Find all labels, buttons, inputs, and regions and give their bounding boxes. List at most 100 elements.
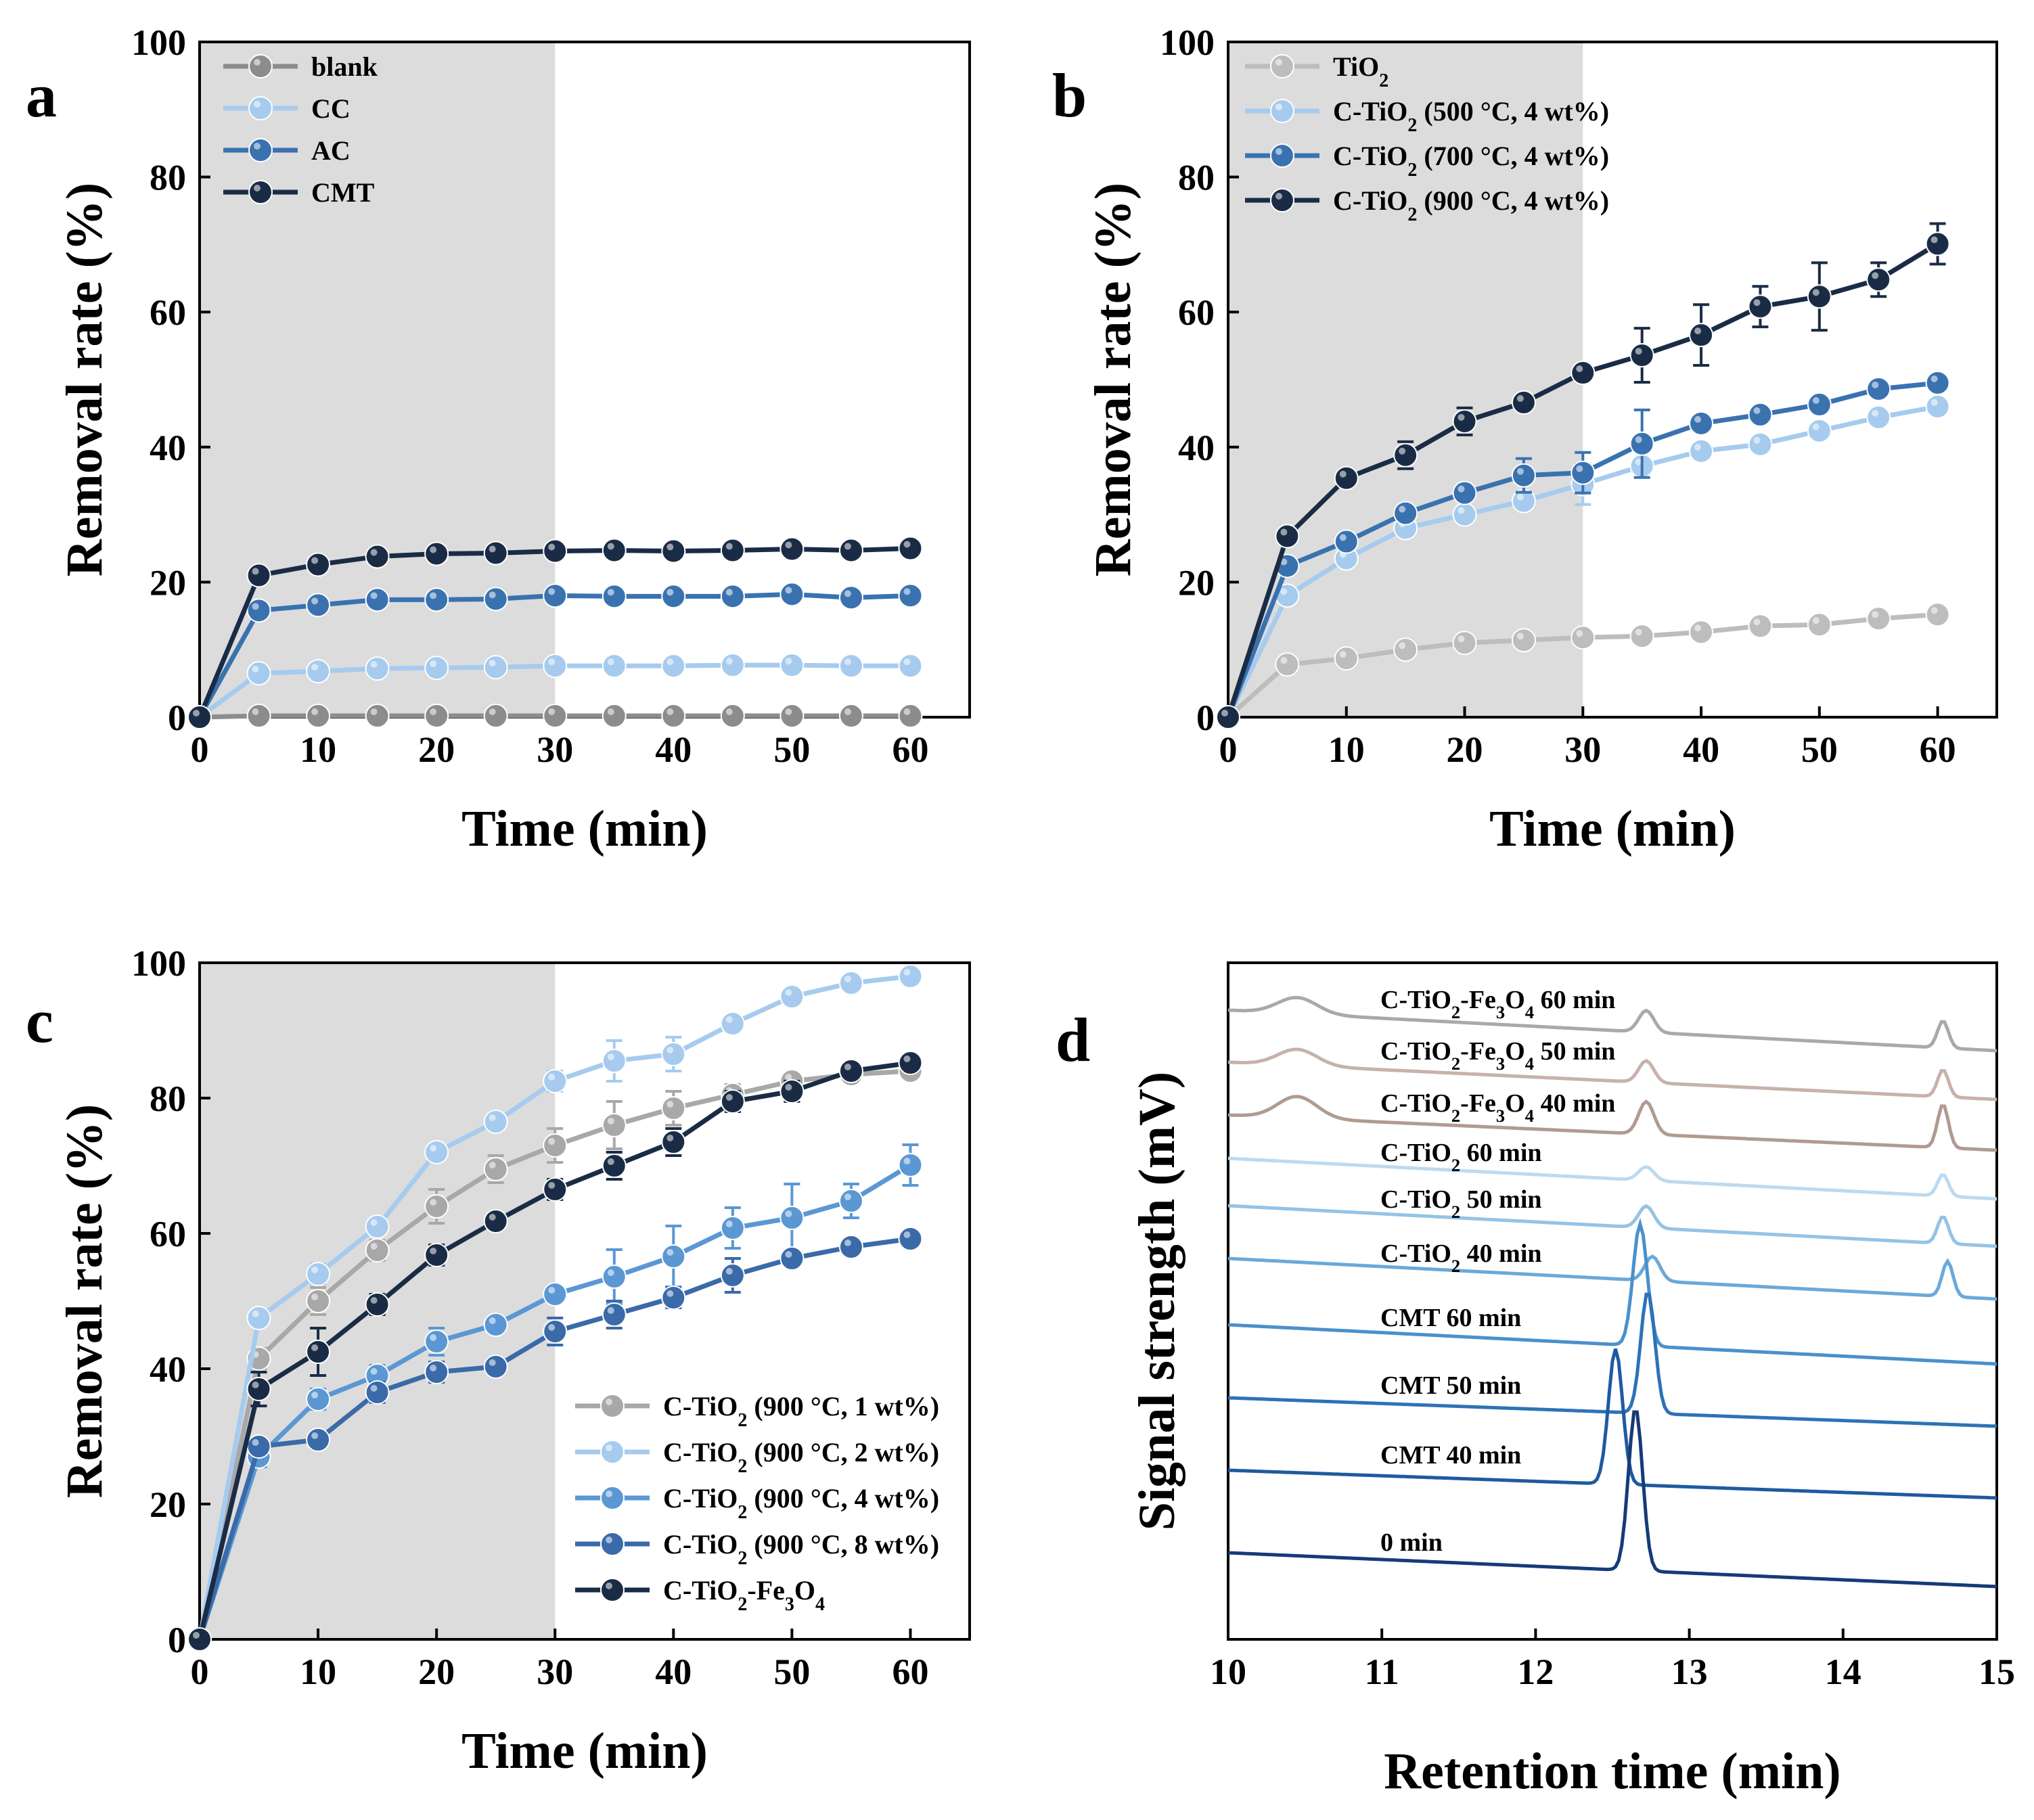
point-highlight bbox=[1872, 409, 1879, 417]
x-tick-label: 50 bbox=[773, 729, 810, 770]
data-point bbox=[838, 585, 863, 610]
point-highlight bbox=[548, 543, 556, 551]
data-point bbox=[720, 1011, 745, 1036]
data-point bbox=[543, 1133, 568, 1158]
data-point bbox=[1748, 402, 1773, 427]
point-highlight bbox=[725, 1094, 733, 1101]
legend-subscript: 3 bbox=[1496, 1053, 1505, 1074]
data-point bbox=[543, 654, 568, 679]
point-highlight bbox=[430, 592, 437, 599]
point-highlight bbox=[311, 1267, 319, 1273]
data-point bbox=[483, 541, 508, 566]
data-point bbox=[1570, 625, 1596, 650]
data-point bbox=[1393, 501, 1418, 526]
data-point bbox=[483, 704, 508, 729]
point-highlight bbox=[370, 1243, 378, 1250]
y-tick-label: 60 bbox=[150, 292, 186, 333]
legend-text-part: C-TiO bbox=[663, 1391, 738, 1421]
point-highlight bbox=[489, 1317, 496, 1324]
data-point bbox=[898, 1153, 923, 1177]
point-highlight bbox=[785, 1074, 792, 1080]
point-highlight bbox=[1280, 588, 1288, 595]
data-point bbox=[187, 705, 212, 729]
x-tick-label: 14 bbox=[1825, 1652, 1861, 1692]
y-tick-label: 20 bbox=[1178, 562, 1215, 603]
y-axis-title: Removal rate (%) bbox=[56, 1104, 113, 1498]
data-point bbox=[246, 598, 271, 623]
panel-letter-d: d bbox=[1056, 1005, 1090, 1074]
point-highlight bbox=[370, 1385, 378, 1392]
legend-label: C-TiO2 (900 °C, 8 wt%) bbox=[663, 1529, 939, 1569]
legend-subscript: 2 bbox=[1407, 204, 1417, 225]
point-highlight bbox=[666, 658, 674, 666]
data-point bbox=[365, 656, 390, 681]
data-point bbox=[838, 654, 863, 679]
data-point bbox=[306, 1387, 331, 1411]
data-point bbox=[661, 584, 686, 609]
data-point bbox=[306, 1340, 331, 1364]
point-highlight bbox=[725, 708, 733, 716]
point-highlight bbox=[1635, 436, 1642, 443]
data-point bbox=[1452, 502, 1477, 527]
data-point bbox=[543, 539, 568, 564]
x-axis-title: Time (min) bbox=[461, 800, 708, 857]
data-point bbox=[720, 1089, 745, 1114]
data-point bbox=[1807, 392, 1832, 417]
legend-text-part: O bbox=[1505, 986, 1525, 1014]
point-highlight bbox=[903, 1231, 911, 1238]
point-highlight bbox=[1635, 629, 1642, 636]
data-point bbox=[602, 1265, 627, 1289]
x-tick-label: 10 bbox=[1210, 1652, 1246, 1692]
data-point bbox=[720, 1263, 745, 1288]
data-point bbox=[661, 539, 686, 564]
point-highlight bbox=[430, 708, 437, 716]
data-point bbox=[483, 1355, 508, 1379]
data-point bbox=[1452, 480, 1477, 505]
y-tick-label: 80 bbox=[150, 1078, 186, 1119]
data-point bbox=[720, 704, 745, 729]
point-highlight bbox=[370, 661, 378, 668]
y-axis-title: Signal strength (mV) bbox=[1129, 1072, 1185, 1530]
data-point bbox=[424, 1194, 449, 1219]
data-point bbox=[424, 1360, 449, 1384]
point-highlight bbox=[193, 1632, 200, 1639]
legend-label: CMT bbox=[311, 177, 375, 208]
point-highlight bbox=[370, 592, 378, 599]
point-highlight bbox=[311, 597, 319, 605]
point-highlight bbox=[1812, 396, 1820, 404]
point-highlight bbox=[1576, 630, 1583, 637]
point-highlight bbox=[1812, 423, 1820, 430]
data-point bbox=[1452, 409, 1477, 434]
legend-marker bbox=[248, 138, 273, 162]
trace-line-5 bbox=[1227, 1254, 1997, 1301]
point-highlight bbox=[785, 541, 792, 549]
point-highlight bbox=[311, 1294, 319, 1300]
trace-line-0 bbox=[1227, 995, 1997, 1053]
legend-text-part: C-TiO bbox=[1380, 986, 1451, 1014]
data-point bbox=[720, 538, 745, 563]
data-point bbox=[1629, 343, 1654, 368]
y-tick-label: 100 bbox=[1160, 22, 1215, 63]
x-tick-label: 40 bbox=[1683, 729, 1719, 770]
data-point bbox=[543, 1282, 568, 1306]
legend-subscript: 3 bbox=[1496, 1002, 1505, 1022]
point-highlight bbox=[844, 1064, 851, 1070]
data-point bbox=[187, 1627, 212, 1652]
data-point bbox=[838, 1059, 863, 1083]
legend-text-part: CMT 50 min bbox=[1380, 1371, 1521, 1400]
point-highlight bbox=[1872, 272, 1879, 279]
x-tick-label: 15 bbox=[1979, 1652, 2015, 1692]
legend-text-part: (900 °C, 8 wt%) bbox=[747, 1529, 939, 1560]
data-point bbox=[306, 704, 331, 729]
data-point bbox=[424, 1243, 449, 1267]
point-highlight bbox=[252, 568, 259, 575]
point-highlight bbox=[311, 1432, 319, 1439]
data-point bbox=[720, 1216, 745, 1240]
point-highlight bbox=[1872, 611, 1879, 618]
data-point bbox=[424, 1140, 449, 1164]
point-highlight bbox=[844, 590, 851, 597]
y-axis-title: Removal rate (%) bbox=[1085, 183, 1142, 576]
x-tick-label: 60 bbox=[892, 729, 928, 770]
legend-subscript: 3 bbox=[785, 1594, 794, 1615]
legend-subscript: 2 bbox=[738, 1456, 747, 1477]
